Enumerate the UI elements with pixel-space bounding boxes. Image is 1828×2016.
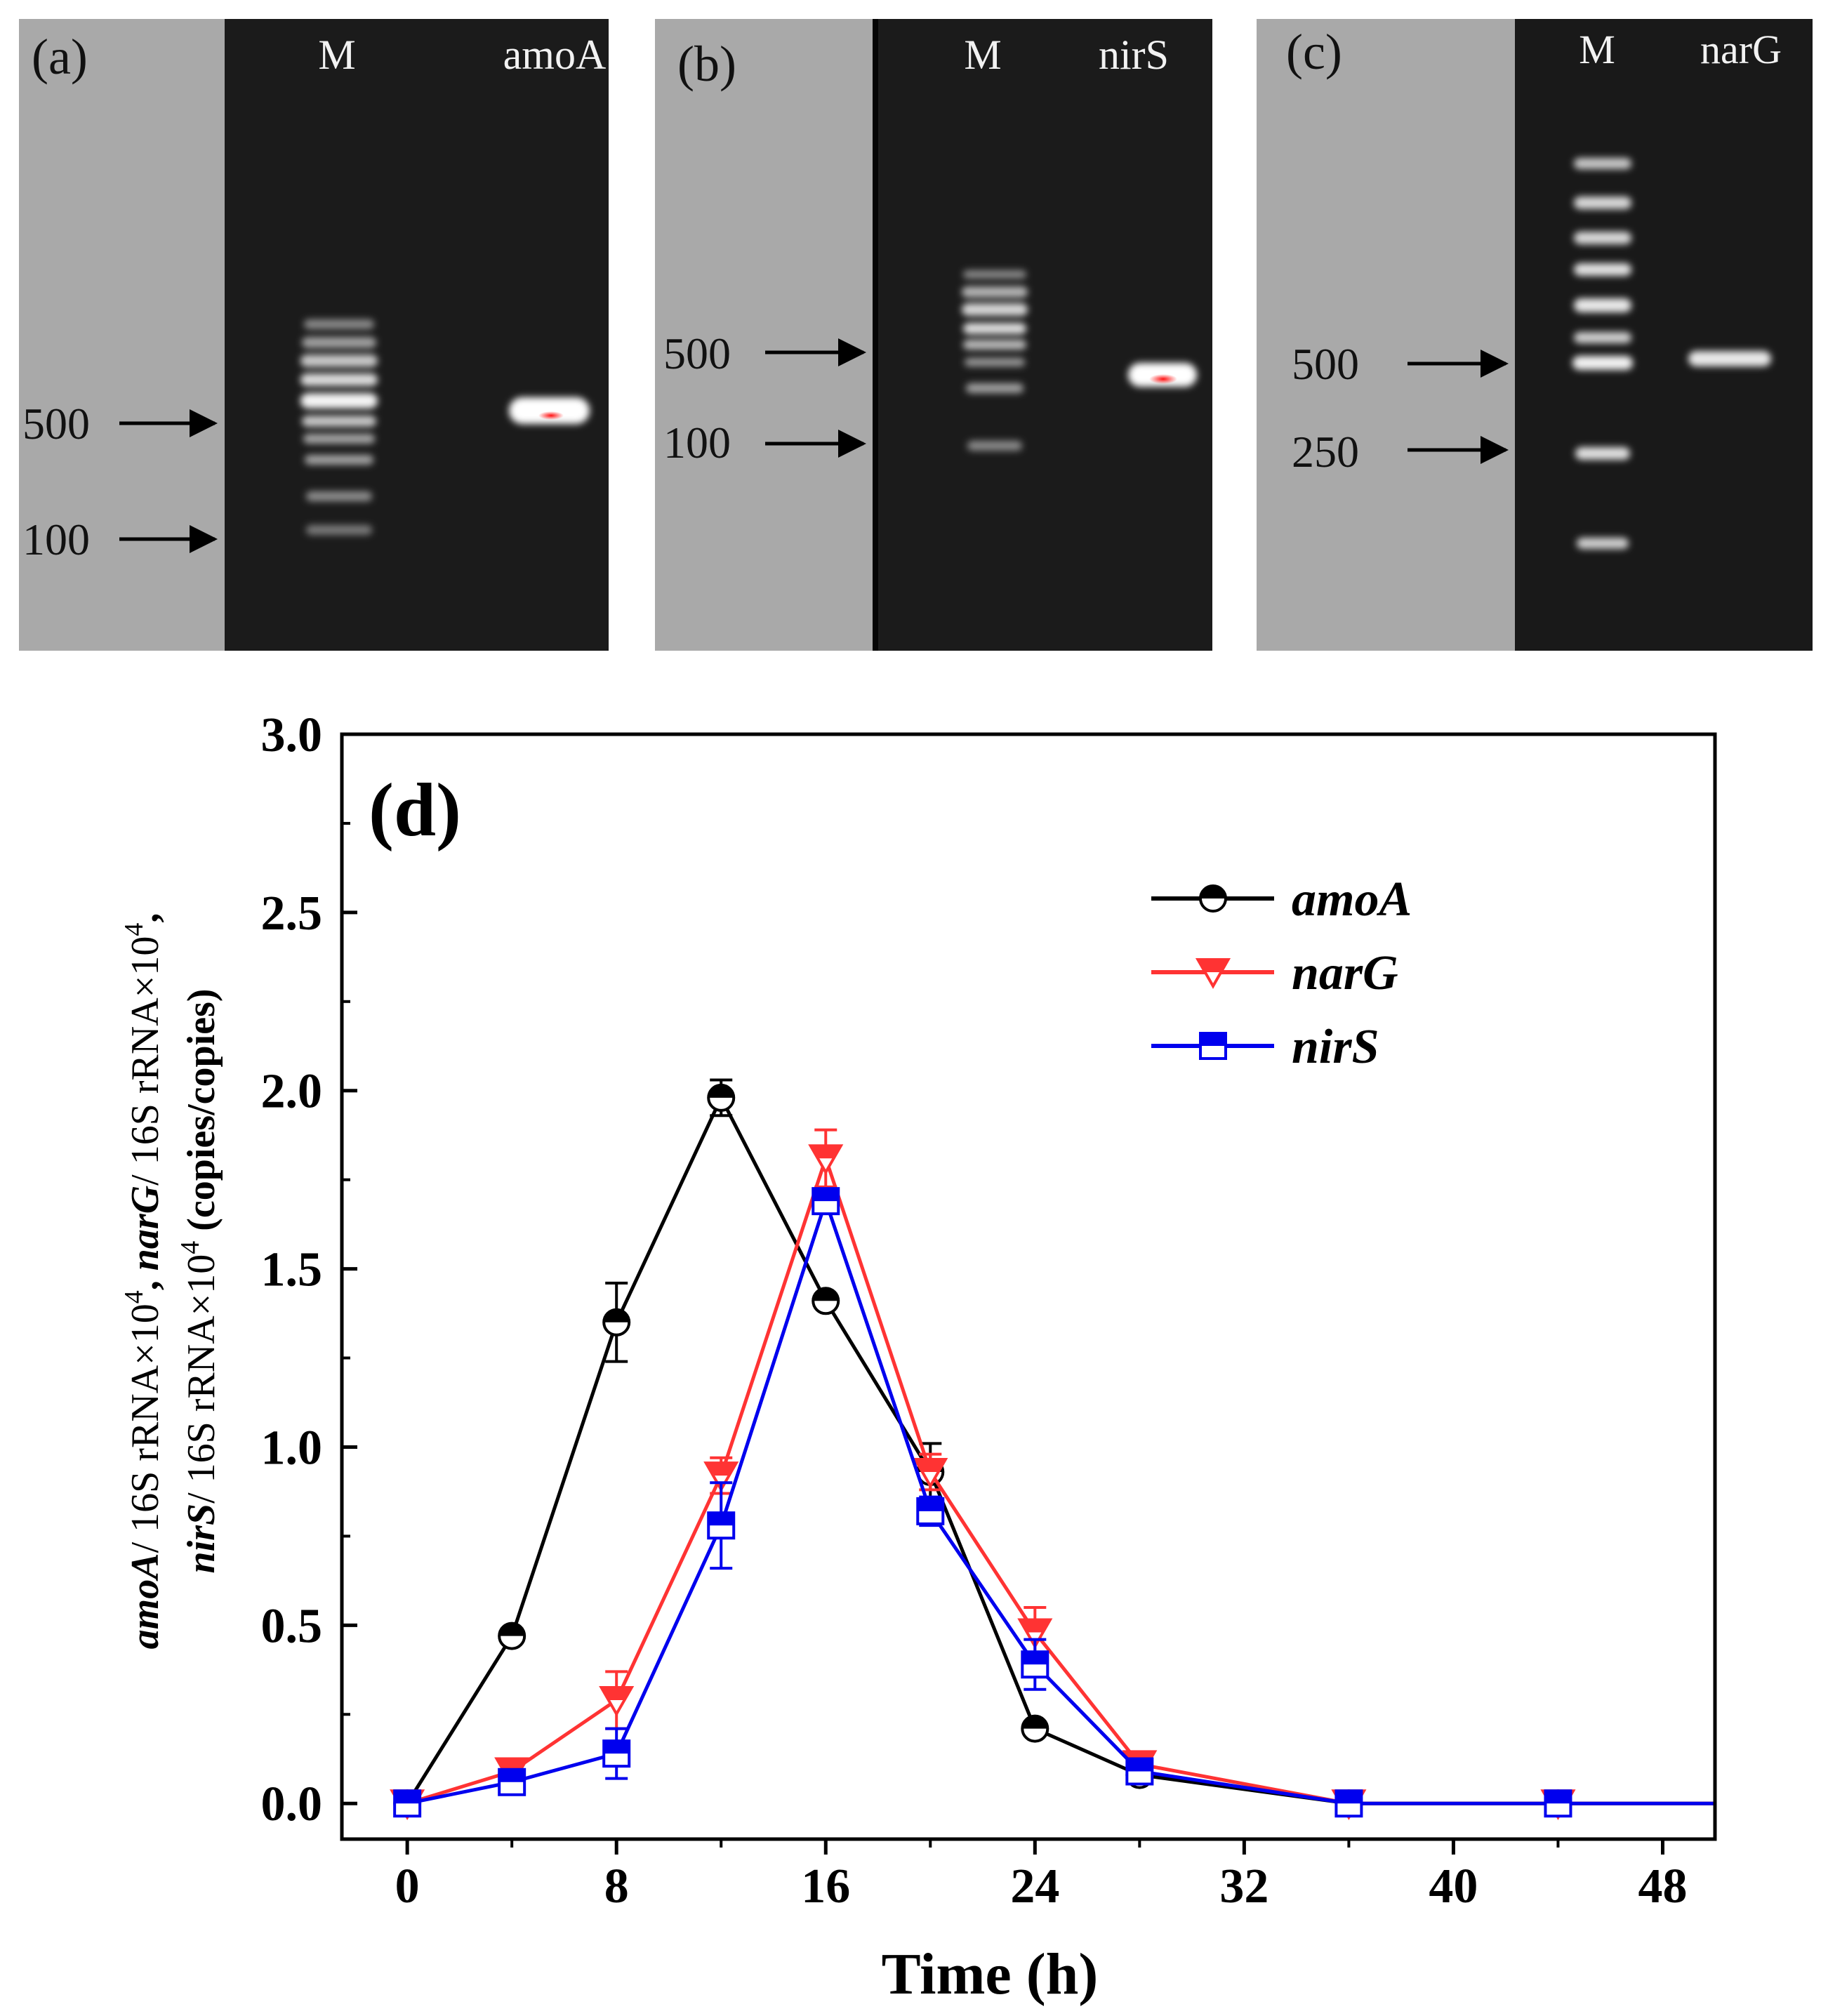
data-point-nirS xyxy=(1334,1789,1363,1818)
x-ticks: 0 8 16 24 32 40 48 xyxy=(395,1839,1687,1914)
marker-label-100: 100 xyxy=(22,515,90,564)
series-lines xyxy=(390,1078,1715,1821)
panel-label-a: (a) xyxy=(32,29,88,85)
data-point-nirS xyxy=(812,1187,840,1216)
lane-label-gene: amoA xyxy=(503,32,607,78)
x-axis-label: Time (h) xyxy=(882,1942,1099,2007)
x-tick-label: 48 xyxy=(1638,1859,1687,1914)
legend-label: narG xyxy=(1292,946,1398,1000)
lane-label-gene: nirS xyxy=(1099,32,1169,78)
gel-panel-c: (c) M narG 500 250 xyxy=(1257,19,1813,651)
y-tick-label: 0.0 xyxy=(261,1777,323,1831)
chart-panel-label: (d) xyxy=(369,769,461,852)
gel-panel-a: (a) M amoA 500 100 xyxy=(19,19,609,651)
x-tick-label: 8 xyxy=(604,1859,629,1914)
y-tick-label: 1.0 xyxy=(261,1421,323,1475)
series-line-narG xyxy=(406,1153,1715,1805)
x-tick-label: 40 xyxy=(1429,1859,1478,1914)
legend-item-amoA: amoA xyxy=(1151,873,1412,927)
data-point-nirS xyxy=(602,1739,631,1768)
y-label-part: , xyxy=(124,913,167,923)
data-point-nirS xyxy=(498,1768,526,1796)
dna-ladder xyxy=(1572,158,1633,549)
data-point-narG xyxy=(913,1458,948,1489)
y-axis-label: amoA/ 16S rRNA×104, narG/ 16S rRNA×104, xyxy=(119,913,167,1650)
y-label-part: , xyxy=(124,1271,167,1290)
y-tick-label: 1.5 xyxy=(261,1243,323,1297)
legend-swatch-marker xyxy=(1199,1032,1227,1060)
y-tick-label: 3.0 xyxy=(261,708,323,762)
data-point-amoA xyxy=(498,1622,526,1650)
y-gridless-ticks: 0.0 0.5 1.0 1.5 2.0 2.5 3.0 xyxy=(261,708,357,1831)
pcr-band-amoA xyxy=(509,397,590,424)
legend-swatch-marker xyxy=(1199,884,1227,913)
y-tick-label: 2.5 xyxy=(261,887,323,941)
dna-ladder xyxy=(300,319,378,535)
y-label-sup: 4 xyxy=(175,1241,205,1254)
marker-label-500: 500 xyxy=(1292,339,1359,389)
chart-d: 0.0 0.5 1.0 1.5 2.0 2.5 3.0 0 8 16 24 32 40 48 (d) T… xyxy=(119,708,1717,2007)
data-point-amoA xyxy=(1021,1714,1049,1743)
legend-label: amoA xyxy=(1292,873,1412,927)
y-label-part: (copies/copies) xyxy=(180,988,223,1240)
y-label-nirS: nirS xyxy=(180,1504,223,1574)
marker-label-500: 500 xyxy=(663,329,731,378)
dna-ladder xyxy=(962,270,1028,451)
y-tick-label: 2.0 xyxy=(261,1065,323,1119)
data-point-nirS xyxy=(1021,1650,1049,1679)
data-point-amoA xyxy=(812,1287,840,1315)
pcr-band-nirS xyxy=(1128,363,1197,387)
y-label-sup: 4 xyxy=(119,923,149,936)
x-tick-label: 0 xyxy=(395,1859,420,1914)
data-point-nirS xyxy=(1125,1757,1154,1786)
x-tick-label: 16 xyxy=(801,1859,850,1914)
panel-label-c: (c) xyxy=(1286,24,1342,80)
legend-item-narG: narG xyxy=(1151,946,1398,1000)
gel-panel-b: (b) M nirS 500 100 xyxy=(655,19,1212,651)
pcr-band-narG xyxy=(1688,351,1771,366)
data-point-amoA xyxy=(707,1083,736,1112)
data-point-nirS xyxy=(916,1497,945,1525)
marker-label-250: 250 xyxy=(1292,427,1359,477)
data-point-nirS xyxy=(707,1511,736,1540)
y-label-part: / 16S rRNA×10 xyxy=(124,1304,167,1553)
y-axis-label-line2: nirS/ 16S rRNA×104 (copies/copies) xyxy=(175,988,223,1573)
marker-label-100: 100 xyxy=(663,418,731,467)
lane-label-marker: M xyxy=(318,32,355,78)
marker-label-500: 500 xyxy=(22,399,90,449)
data-point-narG xyxy=(599,1685,635,1717)
y-label-part: / 16S rRNA×10 xyxy=(180,1254,223,1504)
plot-frame xyxy=(340,732,1717,1841)
y-label-amoA: amoA xyxy=(124,1553,167,1649)
y-label-part: / 16S rRNA×10 xyxy=(124,936,167,1186)
legend-item-nirS: nirS xyxy=(1151,1020,1379,1074)
y-label-sup: 4 xyxy=(119,1290,149,1304)
x-tick-label: 32 xyxy=(1219,1859,1269,1914)
y-label-narG: narG xyxy=(124,1186,167,1271)
data-point-narG xyxy=(1017,1618,1053,1650)
lane-label-marker: M xyxy=(1579,27,1615,72)
series-line-nirS xyxy=(406,1195,1715,1805)
lane-label-marker: M xyxy=(964,32,1001,78)
data-point-narG xyxy=(703,1461,739,1492)
data-point-narG xyxy=(808,1144,844,1176)
panel-label-b: (b) xyxy=(677,36,736,92)
legend: amoA narG nirS xyxy=(1151,873,1412,1074)
data-point-amoA xyxy=(602,1308,631,1337)
lane-label-gene: narG xyxy=(1700,27,1782,72)
data-point-nirS xyxy=(393,1789,422,1818)
series-line-amoA xyxy=(405,1094,1715,1805)
x-tick-label: 24 xyxy=(1010,1859,1059,1914)
y-tick-label: 0.5 xyxy=(261,1599,323,1653)
data-point-nirS xyxy=(1544,1789,1572,1818)
legend-swatch-marker xyxy=(1195,958,1231,989)
legend-label: nirS xyxy=(1292,1020,1379,1074)
